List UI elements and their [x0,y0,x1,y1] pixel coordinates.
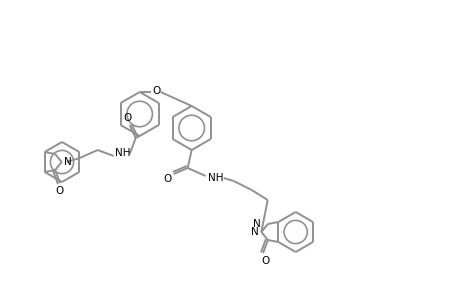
Text: O: O [123,113,132,123]
Text: O: O [260,256,269,266]
Text: O: O [163,174,171,184]
Text: N: N [251,227,259,237]
Text: NH: NH [115,148,130,158]
Text: O: O [56,186,64,196]
Text: NH: NH [207,173,223,183]
Text: O: O [152,86,161,96]
Text: N: N [253,219,261,229]
Text: N: N [64,157,72,167]
